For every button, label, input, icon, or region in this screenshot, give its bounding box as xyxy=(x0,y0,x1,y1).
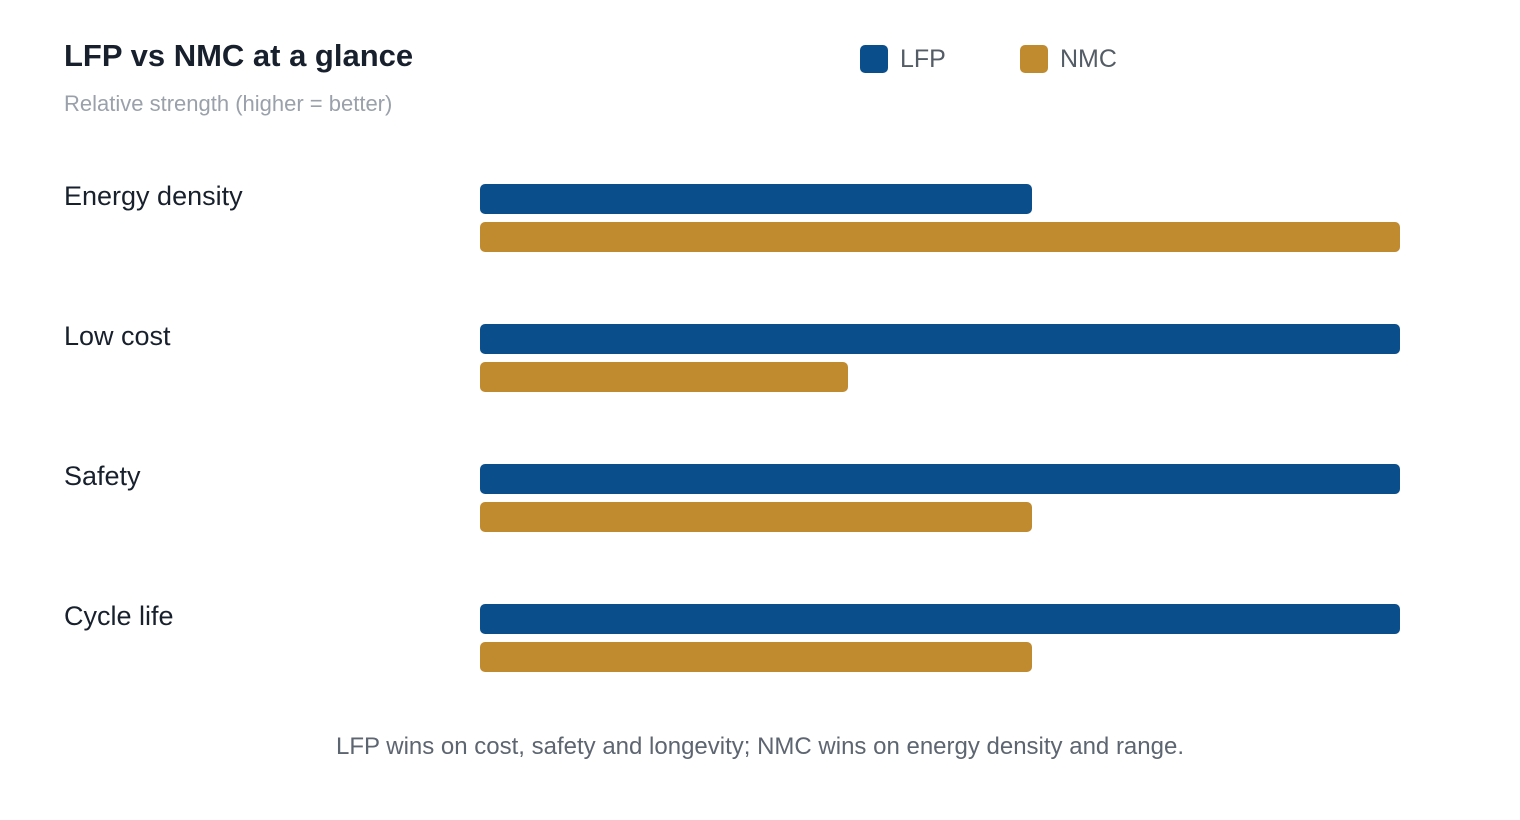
bar-lfp-energy-density xyxy=(480,184,1032,214)
category-label-energy-density: Energy density xyxy=(64,181,243,211)
legend-label-nmc: NMC xyxy=(1060,44,1117,73)
bar-lfp-safety xyxy=(480,464,1400,494)
legend-item-lfp: LFP xyxy=(860,44,946,74)
chart-footnote: LFP wins on cost, safety and longevity; … xyxy=(335,733,1184,760)
legend-swatch-nmc xyxy=(1020,45,1048,73)
bar-nmc-low-cost xyxy=(480,362,848,392)
category-label-safety: Safety xyxy=(64,461,141,491)
legend-item-nmc: NMC xyxy=(1020,44,1117,74)
chart-subtitle: Relative strength (higher = better) xyxy=(64,91,393,116)
bar-lfp-cycle-life xyxy=(480,604,1400,634)
bar-nmc-cycle-life xyxy=(480,642,1032,672)
category-label-low-cost: Low cost xyxy=(64,321,171,351)
bar-lfp-low-cost xyxy=(480,324,1400,354)
bar-nmc-energy-density xyxy=(480,222,1400,252)
chart-title: LFP vs NMC at a glance xyxy=(64,38,414,73)
bar-nmc-safety xyxy=(480,502,1032,532)
category-label-cycle-life: Cycle life xyxy=(64,601,174,631)
legend-swatch-lfp xyxy=(860,45,888,73)
legend-label-lfp: LFP xyxy=(900,44,946,73)
